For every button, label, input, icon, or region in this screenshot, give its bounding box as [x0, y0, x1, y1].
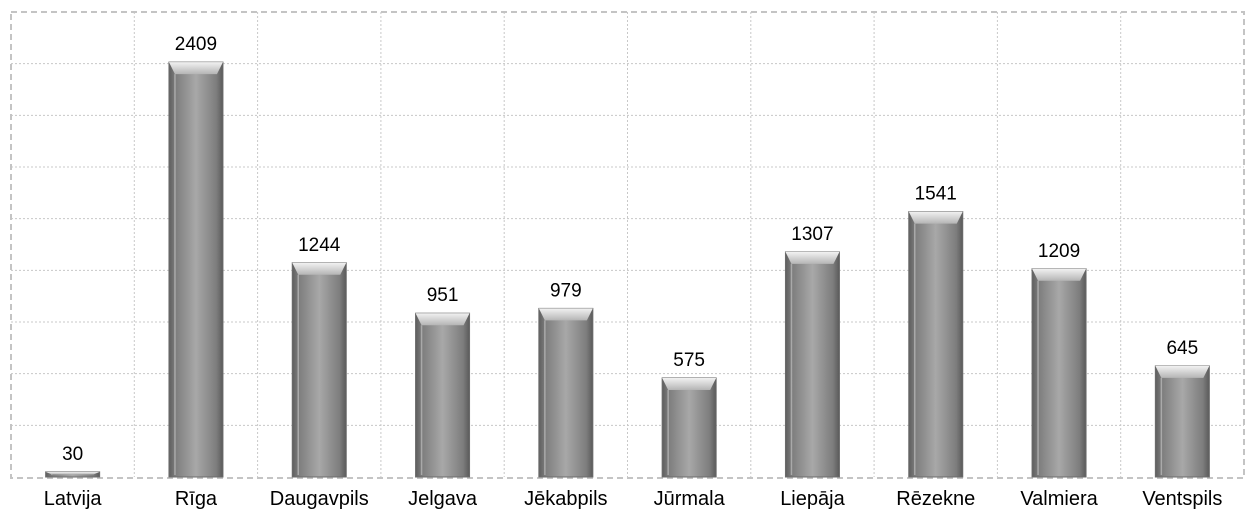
bar [1154, 365, 1210, 478]
plot-frame [10, 11, 1245, 479]
data-label: 1244 [298, 235, 341, 256]
bars [45, 61, 1210, 478]
category-label: Valmiera [1020, 488, 1098, 510]
bar [908, 211, 964, 478]
data-label: 645 [1166, 338, 1198, 359]
bar [45, 471, 101, 478]
bar [415, 312, 471, 478]
data-label: 1307 [791, 224, 833, 245]
category-label: Daugavpils [270, 488, 369, 510]
category-label: Jelgava [408, 488, 478, 510]
category-label: Liepāja [780, 488, 845, 510]
bar [661, 377, 717, 478]
data-label: 951 [427, 285, 459, 306]
category-label: Jēkabpils [524, 488, 607, 510]
data-label: 575 [673, 350, 705, 371]
category-labels: Latvija Rīga Daugavpils Jelgava Jēkabpils Jūr… [44, 488, 1223, 510]
category-label: Jūrmala [654, 488, 726, 510]
category-label: Latvija [44, 488, 103, 510]
category-label: Rēzekne [896, 488, 975, 510]
data-labels: 30 2409 1244 951 979 575 1307 1541 1209 645 [62, 34, 1198, 465]
data-label: 2409 [175, 34, 217, 55]
bar [1031, 268, 1087, 478]
category-label: Rīga [175, 488, 218, 510]
category-label: Ventspils [1142, 488, 1222, 510]
data-label: 30 [62, 444, 83, 465]
bar [784, 251, 840, 478]
bar [538, 307, 594, 478]
data-label: 1209 [1038, 241, 1080, 262]
data-label: 979 [550, 280, 582, 301]
bar [291, 262, 347, 478]
bar [168, 61, 224, 478]
data-label: 1541 [915, 184, 957, 205]
